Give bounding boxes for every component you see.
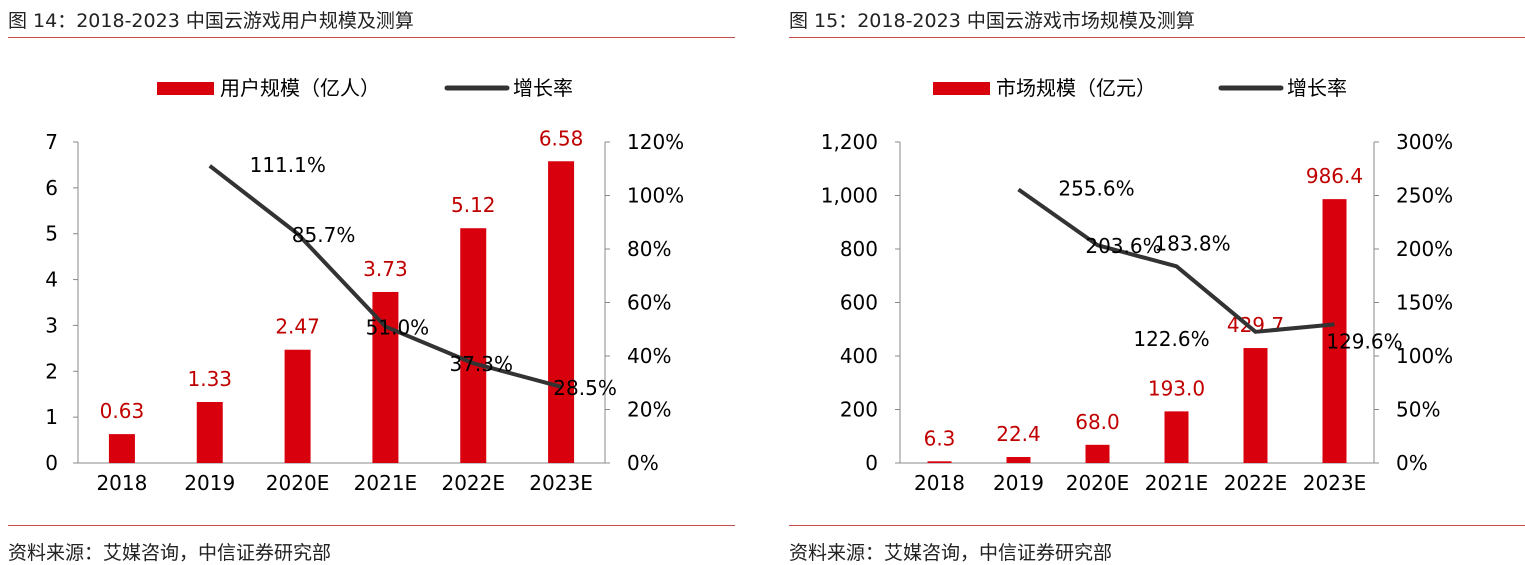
bar-data-label: 0.63 [100,399,145,423]
right-tick-label: 100% [1396,344,1453,368]
category-label: 2022E [441,471,505,495]
bar [1164,411,1189,463]
chart-title: 图 14：2018-2023 中国云游戏用户规模及测算 [8,10,414,32]
right-tick-label: 0% [627,451,659,475]
bar [1322,199,1347,463]
bar [1006,457,1031,463]
line-data-label: 28.5% [553,376,617,400]
right-tick-label: 80% [627,237,671,261]
line-data-label: 51.0% [366,316,430,340]
chart-panel-left: 图 14：2018-2023 中国云游戏用户规模及测算 用户规模（亿人） 增长率 0… [0,0,735,565]
legend-label-bar: 用户规模（亿人） [220,76,380,100]
category-label: 2019 [184,471,235,495]
bar-data-label: 986.4 [1306,164,1363,188]
left-tick-label: 6 [45,176,58,200]
legend: 用户规模（亿人） 增长率 [157,76,573,100]
bar-data-label: 6.58 [539,126,584,150]
right-tick-label: 50% [1396,398,1440,422]
chart-panel-right: 图 15：2018-2023 中国云游戏市场规模及测算 市场规模（亿元） 增长率 0… [781,0,1525,565]
source-divider [8,525,735,526]
left-tick-label: 2 [45,359,58,383]
bar-data-label: 5.12 [451,193,496,217]
category-label: 2021E [1145,471,1209,495]
right-tick-label: 120% [627,130,684,154]
right-tick-label: 60% [627,291,671,315]
right-tick-label: 20% [627,398,671,422]
bar-data-label: 2.47 [275,315,320,339]
bar-data-label: 6.3 [924,426,956,450]
bar-data-label: 3.73 [363,257,408,281]
chart-title: 图 15：2018-2023 中国云游戏市场规模及测算 [789,10,1195,32]
right-tick-label: 150% [1396,291,1453,315]
bar [927,461,952,463]
legend-label-bar: 市场规模（亿元） [996,76,1156,100]
line-data-label: 111.1% [250,153,326,177]
bar [108,434,135,463]
category-label: 2020E [1066,471,1130,495]
bar [284,349,311,463]
right-tick-label: 200% [1396,237,1453,261]
bar [548,161,575,463]
left-tick-label: 600 [840,291,878,315]
legend-label-line: 增长率 [513,76,573,100]
category-label: 2023E [529,471,593,495]
legend-swatch-bar [157,82,214,95]
right-tick-label: 300% [1396,130,1453,154]
bar-data-label: 22.4 [996,422,1041,446]
left-tick-label: 3 [45,313,58,337]
right-tick-label: 250% [1396,184,1453,208]
bar [196,402,223,463]
line-data-label: 37.3% [449,352,513,376]
left-tick-label: 400 [840,344,878,368]
user-scale-chart: 用户规模（亿人） 增长率 0 1 2 3 4 5 6 7 0% 20% 40% 60% 80% 100% 120… [45,76,684,495]
market-scale-chart: 市场规模（亿元） 增长率 0 200 400 600 800 1,000 1,200 0% 50% 1… [821,76,1453,495]
line-data-label: 203.6% [1085,234,1161,258]
left-tick-label: 5 [45,222,58,246]
line-data-label: 85.7% [292,223,356,247]
line-data-label: 122.6% [1133,327,1209,351]
left-tick-label: 1,000 [821,184,878,208]
category-label: 2018 [96,471,147,495]
title-divider [8,37,735,38]
category-label: 2022E [1224,471,1288,495]
legend: 市场规模（亿元） 增长率 [933,76,1347,100]
right-tick-label: 40% [627,344,671,368]
category-label: 2019 [993,471,1044,495]
right-tick-label: 100% [627,184,684,208]
bar-data-label: 1.33 [187,367,232,391]
category-label: 2021E [354,471,418,495]
category-label: 2018 [914,471,965,495]
left-tick-label: 1 [45,405,58,429]
bar [372,291,399,463]
category-label: 2023E [1303,471,1367,495]
line-data-label: 183.8% [1154,231,1230,255]
line-data-label: 255.6% [1058,177,1134,201]
right-tick-label: 0% [1396,451,1428,475]
left-tick-label: 7 [45,130,58,154]
source-note: 资料来源：艾媒咨询，中信证券研究部 [789,542,1113,564]
bar [460,228,487,463]
bar [1243,348,1268,463]
bar [1085,444,1110,463]
source-divider [789,525,1525,526]
bar-data-label: 68.0 [1075,410,1120,434]
growth-line [1017,187,1335,334]
source-note: 资料来源：艾媒咨询，中信证券研究部 [8,542,332,564]
title-divider [789,37,1525,38]
bar-data-label: 193.0 [1148,376,1205,400]
line-data-label: 129.6% [1326,329,1402,353]
left-tick-label: 4 [45,268,58,292]
legend-swatch-bar [933,82,990,95]
left-tick-label: 800 [840,237,878,261]
category-label: 2020E [266,471,330,495]
legend-label-line: 增长率 [1287,76,1347,100]
left-tick-label: 0 [45,451,58,475]
left-tick-label: 200 [840,398,878,422]
left-tick-label: 1,200 [821,130,878,154]
left-tick-label: 0 [865,451,878,475]
